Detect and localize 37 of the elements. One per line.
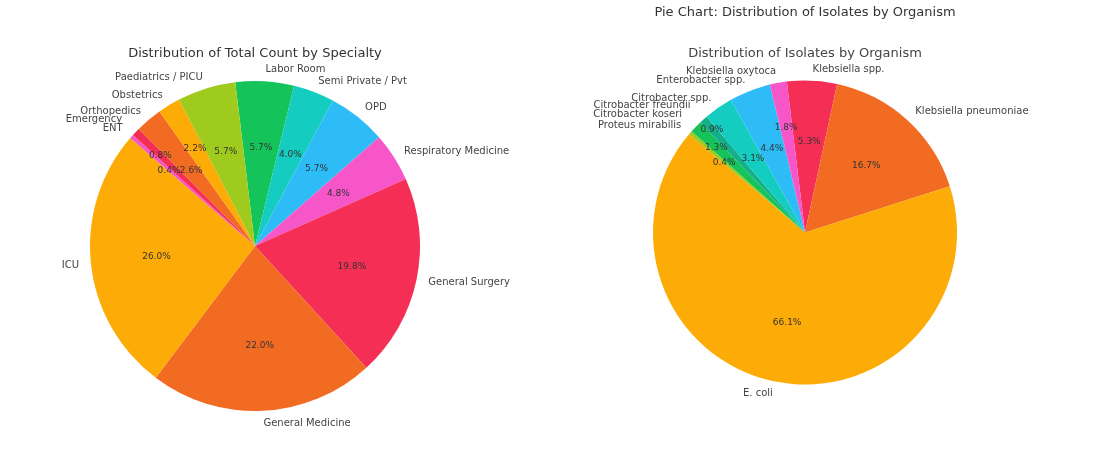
data-label: 5.7% [305, 163, 329, 174]
chart-title: Pie Chart: Distribution of Isolates by Organism [654, 3, 956, 19]
data-label: 5.7% [249, 142, 273, 153]
data-label: 2.6% [179, 165, 204, 176]
data-label: 26.0% [142, 251, 172, 262]
slice-label: Citrobacter koseri [593, 107, 683, 119]
pie-slice [653, 134, 957, 385]
data-label: 4.4% [760, 142, 784, 153]
slice-label: General Surgery [428, 276, 511, 288]
slice-label: Respiratory Medicine [404, 144, 510, 156]
slice-label: Klebsiella spp. [812, 62, 885, 74]
data-label: 0.9% [700, 124, 724, 135]
data-label: 19.8% [337, 261, 367, 272]
slice-label: E. coli [742, 387, 773, 399]
slice-label: Proteus mirabilis [597, 118, 682, 130]
chart-title: Distribution of Total Count by Specialty [128, 45, 383, 61]
slice-label: ICU [61, 258, 79, 270]
chart-subtitle: Distribution of Isolates by Organism [688, 44, 922, 60]
data-label: 66.1% [772, 316, 802, 327]
data-label: 3.1% [741, 152, 765, 163]
data-label: 0.4% [712, 157, 736, 168]
data-label: 5.7% [214, 146, 238, 157]
data-label: 2.2% [183, 142, 207, 153]
slice-label: Klebsiella pneumoniae [915, 105, 1029, 117]
slice-label: General Medicine [263, 416, 351, 428]
data-label: 4.0% [278, 148, 303, 159]
slice-label: Obstetrics [111, 88, 163, 100]
slice-label: Semi Private / Pvt [318, 74, 407, 86]
slice-label: Labor Room [265, 63, 326, 75]
data-label: 4.8% [326, 187, 351, 198]
slice-label: OPD [365, 101, 387, 113]
data-label: 16.7% [852, 160, 882, 171]
slice-label: Paediatrics / PICU [115, 70, 203, 82]
data-label: 5.3% [797, 136, 822, 147]
data-label: 22.0% [245, 339, 275, 350]
slice-label: Orthopedics [80, 104, 141, 116]
slice-label: ENT [102, 122, 124, 134]
